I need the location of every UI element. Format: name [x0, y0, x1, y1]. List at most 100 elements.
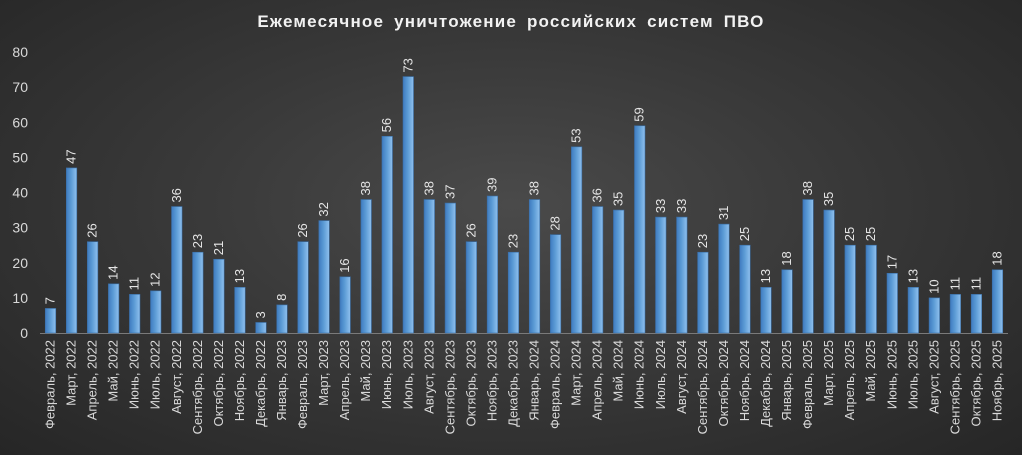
x-tick-label: Май, 2023 [358, 340, 373, 402]
data-label: 38 [800, 181, 815, 195]
bar [381, 136, 393, 334]
x-tick-label: Ноябрь, 2022 [232, 340, 247, 421]
bar [44, 308, 57, 334]
data-label: 11 [127, 277, 142, 291]
bar [276, 304, 288, 334]
data-label: 25 [863, 227, 878, 241]
data-label: 7 [43, 297, 58, 304]
data-label: 59 [632, 107, 647, 121]
bar [886, 272, 898, 334]
data-label: 3 [253, 311, 268, 318]
data-label: 16 [337, 258, 352, 272]
x-tick-label: Ноябрь, 2023 [484, 340, 499, 421]
bar [697, 251, 709, 334]
data-label: 38 [421, 181, 436, 195]
bar [676, 216, 688, 334]
bar [844, 244, 856, 334]
y-tick-label: 20 [12, 255, 28, 271]
y-tick-label: 50 [12, 149, 28, 165]
bar [423, 199, 435, 334]
bar [592, 206, 604, 334]
bar [297, 241, 309, 334]
bar [760, 287, 772, 334]
x-tick-label: Август, 2025 [926, 340, 941, 414]
bar [486, 195, 498, 334]
x-tick-label: Май, 2025 [863, 340, 878, 402]
x-tick-label: Октябрь, 2024 [716, 340, 731, 427]
bar [970, 294, 982, 334]
data-label: 39 [484, 178, 499, 192]
bar [781, 269, 793, 334]
x-tick-label: Май, 2024 [611, 340, 626, 402]
x-tick-label: Декабрь, 2024 [758, 340, 773, 427]
data-label: 33 [653, 199, 668, 213]
bar [360, 199, 372, 334]
bar [991, 269, 1004, 334]
bar [402, 76, 414, 334]
data-label: 23 [695, 234, 710, 248]
x-tick-label: Апрель, 2025 [842, 340, 857, 420]
bar [550, 234, 562, 334]
bar [528, 199, 541, 334]
x-tick-label: Апрель, 2022 [85, 340, 100, 420]
x-tick-label: Ноябрь, 2025 [989, 340, 1004, 421]
x-tick-label: Февраль, 2022 [43, 340, 58, 429]
data-label: 25 [842, 227, 857, 241]
x-tick-label: Октябрь, 2022 [211, 340, 226, 427]
x-tick-label: Июль, 2025 [905, 340, 920, 409]
x-tick-label: Сентябрь, 2024 [695, 340, 710, 434]
x-tick-label: Март, 2024 [569, 340, 584, 406]
bar [655, 216, 667, 334]
x-tick-label: Январь, 2024 [527, 340, 542, 421]
data-label: 38 [358, 181, 373, 195]
x-tick-label: Октябрь, 2025 [968, 340, 983, 427]
bar [108, 283, 120, 334]
bar [444, 202, 456, 334]
data-label: 38 [527, 181, 542, 195]
x-tick-label: Декабрь, 2023 [505, 340, 520, 427]
x-tick-label: Июль, 2023 [400, 340, 415, 409]
x-tick-label: Август, 2023 [421, 340, 436, 414]
x-tick-label: Июнь, 2022 [127, 340, 142, 409]
data-label: 17 [884, 255, 899, 269]
x-tick-label: Апрель, 2023 [337, 340, 352, 420]
data-label: 10 [926, 279, 941, 293]
bar [718, 223, 730, 334]
data-label: 32 [316, 202, 331, 216]
y-tick-label: 10 [12, 290, 28, 306]
x-tick-label: Март, 2025 [821, 340, 836, 406]
y-tick-label: 40 [12, 185, 28, 201]
data-label: 26 [463, 223, 478, 237]
x-tick-label: Август, 2024 [674, 340, 689, 414]
x-tick-label: Ноябрь, 2024 [737, 340, 752, 421]
y-tick-label: 30 [12, 220, 28, 236]
data-label: 12 [148, 272, 163, 286]
data-label: 28 [548, 216, 563, 230]
bar [192, 251, 204, 334]
data-label: 11 [968, 277, 983, 291]
bar [613, 209, 625, 334]
data-label: 37 [442, 185, 457, 199]
data-label: 13 [905, 269, 920, 283]
bar [255, 322, 267, 334]
data-label: 33 [674, 199, 689, 213]
y-tick-label: 0 [20, 325, 28, 341]
bar [907, 287, 919, 334]
bar [949, 294, 961, 334]
data-label: 13 [758, 269, 773, 283]
data-label: 25 [737, 227, 752, 241]
x-tick-label: Февраль, 2024 [548, 340, 563, 429]
x-tick-label: Июль, 2022 [148, 340, 163, 409]
bar [150, 290, 162, 334]
data-label: 36 [169, 188, 184, 202]
bar [213, 258, 225, 334]
x-tick-label: Август, 2022 [169, 340, 184, 414]
x-tick-label: Апрель, 2024 [590, 340, 605, 420]
bar [318, 220, 330, 334]
x-tick-label: Февраль, 2023 [295, 340, 310, 429]
y-tick-label: 70 [12, 79, 28, 95]
bar [339, 276, 351, 334]
x-tick-label: Декабрь, 2022 [253, 340, 268, 427]
